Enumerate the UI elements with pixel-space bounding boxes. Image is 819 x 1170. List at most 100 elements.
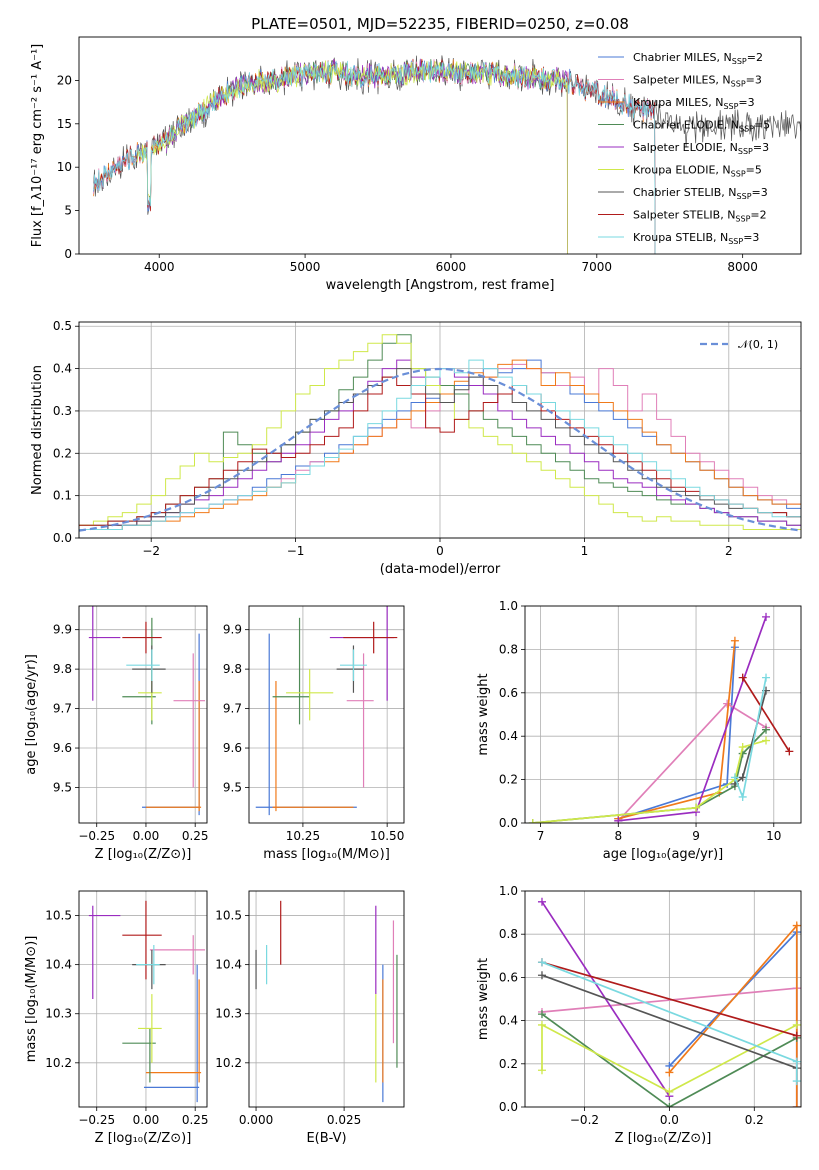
legend-label: Salpeter ELODIE, NSSP=3: [633, 141, 769, 156]
y-tick-label: 10.2: [45, 1056, 72, 1070]
y-tick-label: 0.6: [499, 686, 518, 700]
weight-marker: [792, 1020, 801, 1029]
y-tick-label: 20: [57, 73, 72, 87]
y-tick-label: 10.5: [215, 909, 242, 923]
weight-marker: [614, 816, 623, 823]
y-tick-label: 10: [57, 160, 72, 174]
plot-area: [88, 900, 206, 1103]
x-tick-label: −1: [287, 544, 305, 558]
panel-mass-vs-Z: −0.25 0.00 0.25 10.2 10.3 10.4 10.5 Z [log₁₀(Z/…: [24, 890, 209, 1146]
x-axis-label: wavelength [Angstrom, rest frame]: [326, 278, 555, 293]
y-tick-label: 9.6: [53, 741, 72, 755]
x-tick-label: 4000: [144, 260, 175, 274]
x-tick-label: 7000: [582, 260, 613, 274]
y-tick-label: 0.0: [499, 816, 518, 830]
weight-marker: [738, 773, 747, 782]
x-tick-label: 1: [581, 544, 589, 558]
y-axis-label: mass weight: [476, 673, 491, 755]
x-tick-label: −0.25: [78, 829, 115, 843]
x-tick-label: 0.025: [327, 1113, 361, 1127]
weight-marker: [537, 971, 546, 980]
y-tick-label: 9.8: [223, 662, 242, 676]
x-tick-label: 0.000: [239, 1113, 273, 1127]
y-tick-label: 1.0: [499, 599, 518, 613]
weight-marker: [665, 1068, 674, 1077]
x-tick-label: 8: [614, 829, 622, 843]
weight-marker: [537, 1020, 546, 1029]
y-tick-label: 0.0: [53, 531, 72, 545]
y-tick-label: 0.8: [499, 642, 518, 656]
x-tick-label: 0.00: [133, 1113, 160, 1127]
weight-marker: [723, 699, 732, 708]
x-axis-label: mass [log₁₀(M/M⊙)]: [263, 847, 390, 862]
axes-frame: [78, 36, 802, 255]
panel-age-vs-mass: 10.25 10.50 9.5 9.6 9.7 9.8 9.9 mass [log₁₀(M/M…: [223, 605, 405, 862]
weight-marker: [762, 673, 771, 682]
plot-area: [255, 900, 398, 1103]
x-tick-label: 2: [725, 544, 733, 558]
legend-label: Chabrier STELIB, NSSP=3: [633, 186, 768, 201]
axes-frame: [248, 605, 405, 824]
legend: Chabrier MILES, NSSP=2 Salpeter MILES, NS…: [598, 51, 770, 246]
x-axis-label: (data-model)/error: [380, 562, 501, 577]
y-tick-label: 0.4: [499, 729, 518, 743]
weight-marker: [792, 1057, 801, 1066]
weight-marker: [792, 921, 801, 930]
weight-marker: [537, 1066, 546, 1075]
panel-spectrum: 4000 5000 6000 7000 8000 0 5 10 15 20 wavelength […: [30, 36, 802, 293]
plot-area: [528, 612, 794, 823]
y-tick-label: 9.9: [53, 623, 72, 637]
x-tick-label: 8000: [727, 260, 758, 274]
weight-marker: [692, 803, 701, 812]
y-tick-label: 1.0: [499, 884, 518, 898]
weight-marker: [730, 636, 739, 645]
weight-marker: [537, 1010, 546, 1019]
y-tick-label: 0.8: [499, 927, 518, 941]
y-tick-label: 0: [64, 247, 72, 261]
weight-line: [541, 961, 798, 1037]
plot-area: [88, 606, 206, 816]
x-axis-label: age [log₁₀(age/yr)]: [603, 847, 724, 862]
x-axis-label: Z [log₁₀(Z/Z⊙)]: [95, 847, 192, 862]
x-tick-label: 10.50: [370, 829, 404, 843]
x-tick-label: 0.2: [745, 1113, 764, 1127]
y-tick-label: 10.4: [45, 958, 72, 972]
weight-marker: [738, 673, 747, 682]
x-axis-label: Z [log₁₀(Z/Z⊙)]: [615, 1131, 712, 1146]
y-tick-label: 0.2: [499, 1057, 518, 1071]
legend-label: 𝒩(0, 1): [738, 338, 778, 351]
y-tick-label: 10.4: [215, 958, 242, 972]
weight-marker: [792, 1103, 801, 1107]
x-tick-label: −0.25: [78, 1113, 115, 1127]
x-tick-label: 5000: [290, 260, 321, 274]
y-tick-label: 9.5: [223, 780, 242, 794]
x-tick-label: 6000: [436, 260, 467, 274]
y-tick-label: 9.6: [223, 741, 242, 755]
legend-label: Kroupa MILES, NSSP=3: [633, 96, 755, 111]
y-tick-label: 0.2: [53, 446, 72, 460]
y-tick-label: 9.7: [53, 702, 72, 716]
y-axis-label: Flux [f_λ10⁻¹⁷ erg cm⁻² s⁻¹ A⁻¹]: [30, 44, 45, 248]
panel-age-vs-Z: −0.25 0.00 0.25 9.5 9.6 9.7 9.8 9.9 Z [log₁₀(Z/Z…: [24, 605, 209, 862]
legend-label: Salpeter MILES, NSSP=3: [633, 74, 762, 89]
axes-frame: [248, 890, 405, 1108]
y-tick-label: 0.1: [53, 489, 72, 503]
y-tick-label: 15: [57, 117, 72, 131]
x-tick-label: 0: [436, 544, 444, 558]
weight-line: [541, 1013, 798, 1107]
legend-label: Kroupa ELODIE, NSSP=5: [633, 164, 762, 179]
y-tick-label: 0.5: [53, 319, 72, 333]
y-tick-label: 9.5: [53, 780, 72, 794]
panel-mass-vs-EBV: 0.000 0.025 10.2 10.3 10.4 10.5 E(B-V): [215, 890, 405, 1146]
weight-marker: [738, 792, 747, 801]
x-tick-label: 10: [766, 829, 781, 843]
y-tick-label: 5: [64, 204, 72, 218]
legend-label: Chabrier MILES, NSSP=2: [633, 51, 763, 66]
x-tick-label: 10.25: [286, 829, 320, 843]
weight-marker: [665, 1103, 674, 1107]
x-tick-label: 0.25: [182, 829, 209, 843]
x-tick-label: 7: [537, 829, 545, 843]
weight-marker: [730, 773, 739, 782]
y-axis-label: Normed distribution: [30, 365, 45, 495]
weight-marker: [785, 747, 794, 756]
